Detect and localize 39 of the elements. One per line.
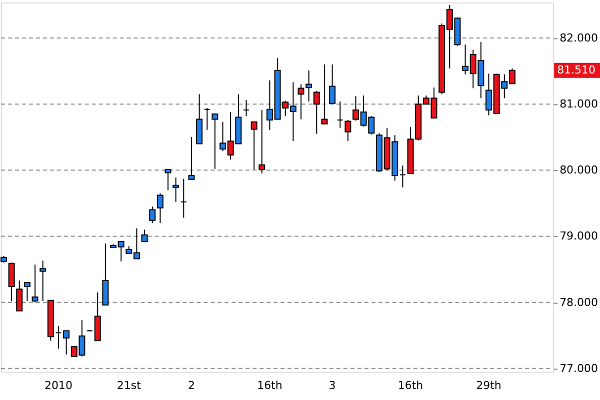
candlestick xyxy=(336,100,344,128)
candlestick xyxy=(40,260,46,302)
candlestick xyxy=(16,280,23,312)
y-tick-label: 79.000 xyxy=(560,230,598,243)
candlestick xyxy=(399,165,406,188)
candlestick xyxy=(164,168,172,190)
text: 81.510 xyxy=(557,63,596,76)
candlestick xyxy=(204,108,210,130)
y-tick-label: 82.000 xyxy=(560,32,598,44)
candlestick xyxy=(149,206,156,224)
candlestick xyxy=(24,282,30,302)
candlestick xyxy=(329,64,336,105)
candlestick xyxy=(172,176,180,202)
x-tick-label: 3 xyxy=(328,379,336,392)
y-tick-label: 80.000 xyxy=(560,164,598,177)
candlestick xyxy=(321,64,328,124)
candlestick xyxy=(344,119,352,142)
x-tick-label: 2 xyxy=(188,379,195,392)
candlestick xyxy=(243,100,250,116)
y-tick-label: 77.000 xyxy=(560,362,598,375)
y-tick-label: 78.000 xyxy=(560,296,598,309)
candlestick xyxy=(180,178,187,218)
candlestick xyxy=(313,90,320,134)
x-tick-label: 21st xyxy=(116,379,142,392)
candlestick xyxy=(55,326,62,350)
candlestick xyxy=(212,112,218,170)
candlestick xyxy=(250,121,258,170)
x-tick-label: 16th xyxy=(257,379,282,392)
candlestick xyxy=(8,262,15,302)
candlestick xyxy=(32,264,38,303)
candlestick xyxy=(188,136,195,180)
y-tick-label: 81.000 xyxy=(560,98,598,111)
x-tick-label: 16th xyxy=(398,379,424,392)
candlestick xyxy=(141,229,148,242)
candlestick xyxy=(156,192,164,224)
candlestick xyxy=(63,330,70,356)
x-tick-label: 29th xyxy=(476,379,502,392)
x-tick-label: 2010 xyxy=(44,379,72,392)
candlestick xyxy=(258,110,266,174)
